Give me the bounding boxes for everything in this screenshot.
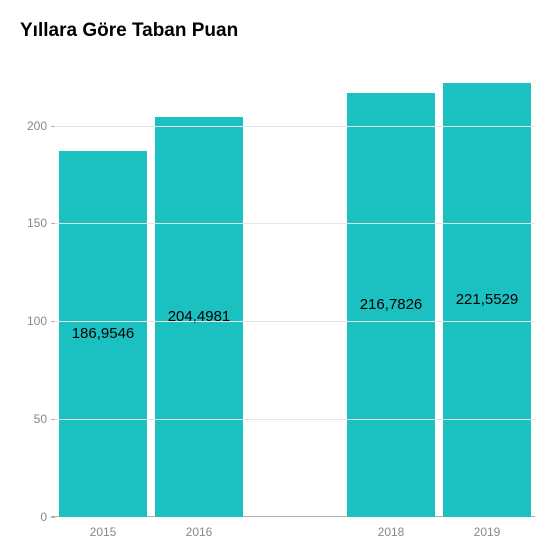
bar: 221,5529 [443,83,531,517]
plot-area: 186,95462015204,49812016216,78262018221,… [55,57,535,517]
x-axis-label: 2015 [90,525,117,539]
y-axis-label: 200 [27,119,47,133]
y-tick [51,517,55,518]
bar-value-label: 216,7826 [360,296,423,313]
y-tick [51,321,55,322]
gridline [55,419,535,420]
x-axis-label: 2018 [378,525,405,539]
gridline [55,223,535,224]
bar: 204,4981 [155,117,243,517]
x-axis-label: 2016 [186,525,213,539]
y-axis-label: 150 [27,216,47,230]
chart-container: Yıllara Göre Taban Puan 186,95462015204,… [0,0,550,550]
bar: 186,9546 [59,151,147,517]
y-axis-label: 100 [27,314,47,328]
y-tick [51,419,55,420]
x-axis-label: 2019 [474,525,501,539]
y-axis-label: 0 [40,510,47,524]
y-tick [51,126,55,127]
y-tick [51,223,55,224]
chart-title: Yıllara Göre Taban Puan [20,20,535,42]
gridline [55,126,535,127]
gridline [55,321,535,322]
bar-value-label: 221,5529 [456,291,519,308]
bar-value-label: 204,4981 [168,308,231,325]
bar-value-label: 186,9546 [72,325,135,342]
bar: 216,7826 [347,93,435,517]
y-axis-label: 50 [34,412,47,426]
